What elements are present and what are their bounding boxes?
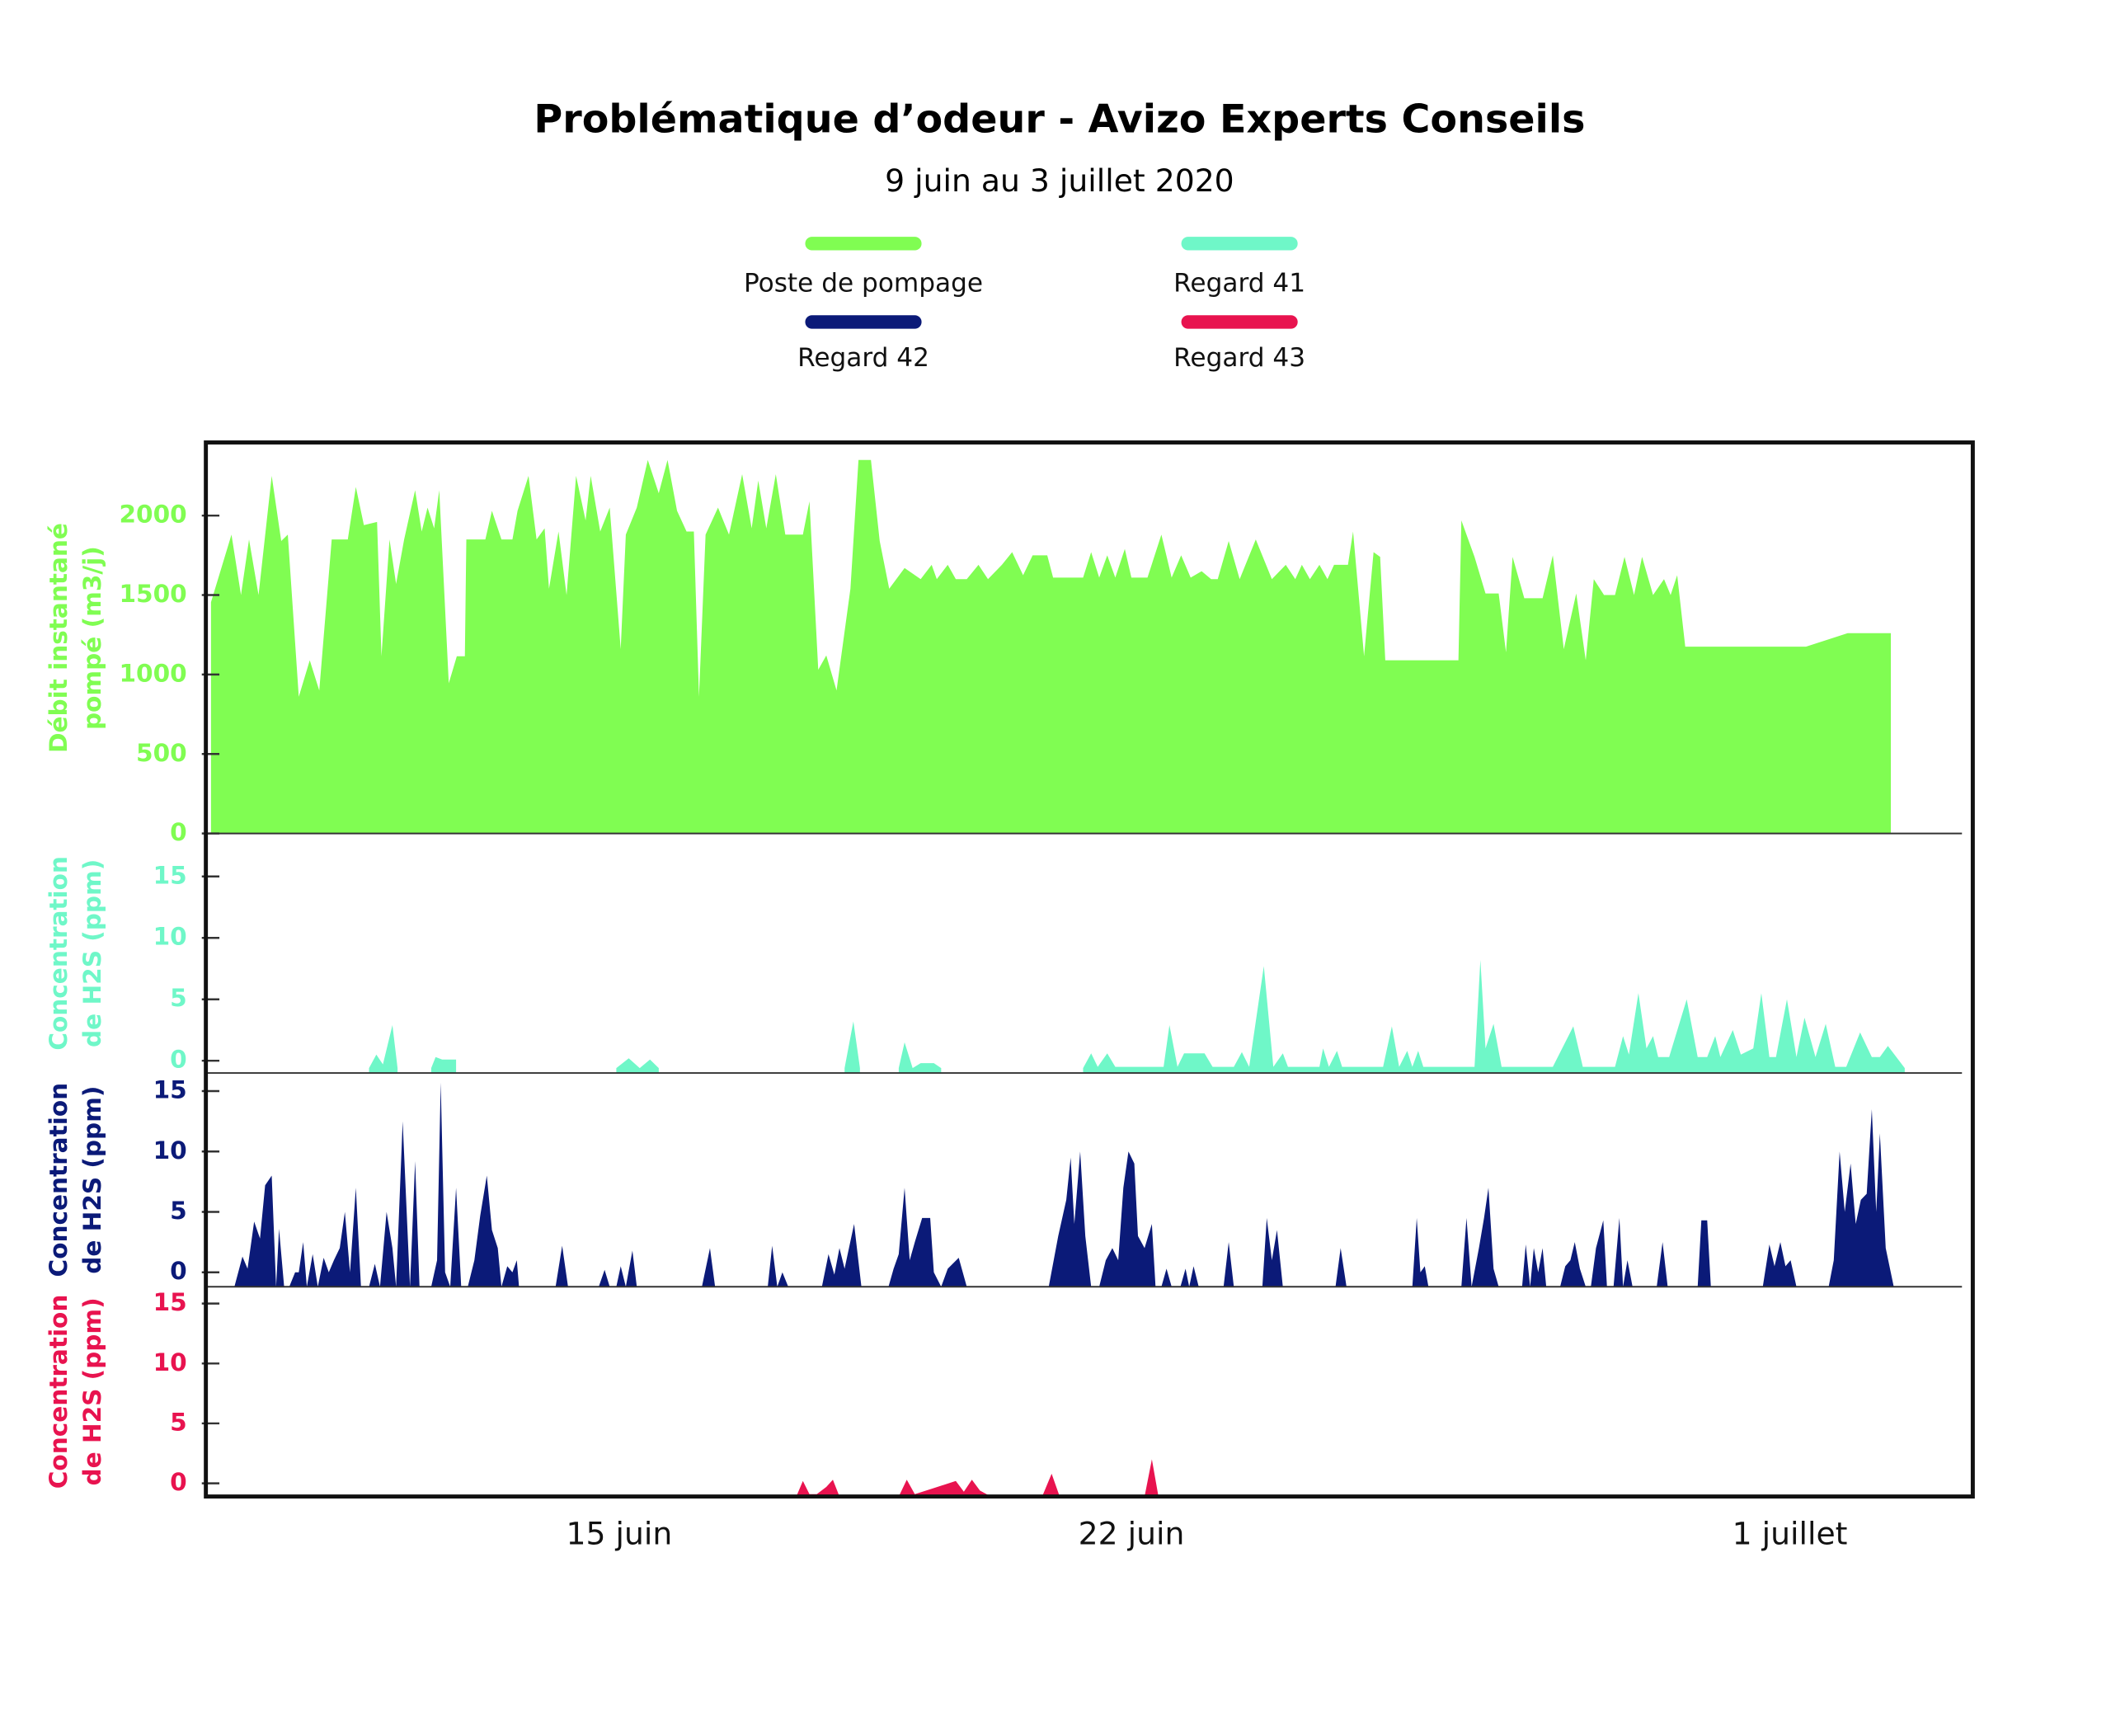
legend-label: Regard 41 xyxy=(1173,269,1305,299)
legend-label: Regard 42 xyxy=(797,343,929,373)
y-tick-label: 15 xyxy=(153,1076,187,1104)
y-tick-label: 0 xyxy=(170,1468,187,1496)
area xyxy=(369,960,1905,1074)
y-tick-label: 10 xyxy=(153,1348,187,1376)
y-tick-label: 10 xyxy=(153,923,187,951)
x-tick-label: 1 juillet xyxy=(1733,1516,1848,1552)
plot-frame xyxy=(204,440,1975,1499)
y-tick-label: 0 xyxy=(170,1257,187,1285)
legend-label: Poste de pompage xyxy=(744,269,983,299)
area xyxy=(210,459,1892,834)
chart-title: Problématique d’odeur - Avizo Experts Co… xyxy=(534,97,1585,143)
y-axis-label: pompé (m3/j) xyxy=(78,546,106,730)
x-tick-label: 15 juin xyxy=(567,1516,673,1552)
y-axis-label: Concentration xyxy=(45,856,73,1051)
y-tick-label: 10 xyxy=(153,1136,187,1164)
y-axis-label: Concentration xyxy=(45,1295,73,1489)
y-tick-label: 15 xyxy=(153,1288,187,1316)
y-tick-label: 5 xyxy=(170,984,187,1012)
x-tick-label: 22 juin xyxy=(1079,1516,1185,1552)
y-tick-label: 15 xyxy=(153,861,187,889)
y-tick-label: 2000 xyxy=(120,501,187,529)
y-tick-label: 1500 xyxy=(120,580,187,608)
y-tick-label: 0 xyxy=(170,1046,187,1074)
y-tick-label: 0 xyxy=(170,818,187,846)
area xyxy=(796,1459,1159,1497)
legend-label: Regard 43 xyxy=(1173,343,1305,373)
y-axis-label: Concentration xyxy=(45,1083,73,1277)
y-axis-label: Débit instantané xyxy=(45,523,73,753)
y-tick-label: 500 xyxy=(136,739,187,767)
y-tick-label: 5 xyxy=(170,1197,187,1225)
y-tick-label: 5 xyxy=(170,1408,187,1436)
y-axis-label: de H2S (ppm) xyxy=(78,1086,106,1274)
y-axis-label: de H2S (ppm) xyxy=(78,1297,106,1485)
area xyxy=(234,1082,1894,1287)
y-tick-label: 1000 xyxy=(120,659,187,687)
chart-subtitle: 9 juin au 3 juillet 2020 xyxy=(885,162,1234,199)
y-axis-label: de H2S (ppm) xyxy=(78,859,106,1047)
